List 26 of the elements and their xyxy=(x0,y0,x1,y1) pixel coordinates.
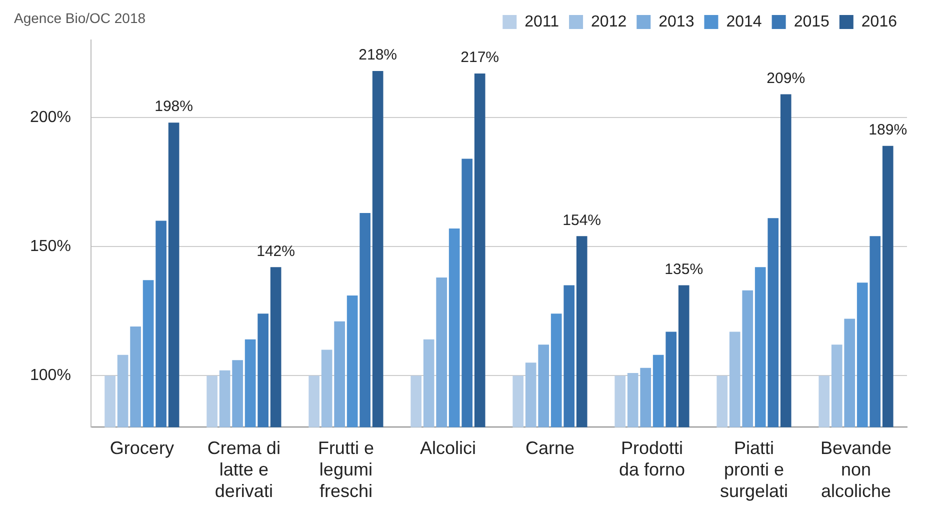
x-tick-label: Bevande non alcoliche xyxy=(820,438,892,502)
data-label: 217% xyxy=(460,49,500,66)
y-tick-label: 100% xyxy=(30,366,71,384)
data-label: 209% xyxy=(766,70,806,87)
legend-label: 2011 xyxy=(524,13,560,30)
y-tick-label: 150% xyxy=(30,238,71,255)
data-label: 154% xyxy=(562,212,602,229)
data-label: 189% xyxy=(868,121,908,138)
x-tick-label: Frutti e legumi freschi xyxy=(318,438,374,502)
x-tick-label: Prodotti da forno xyxy=(618,438,686,480)
legend-label: 2015 xyxy=(794,13,830,30)
data-label: 218% xyxy=(358,46,398,64)
x-tick-label: Crema di latte e derivati xyxy=(207,438,280,502)
legend-label: 2016 xyxy=(861,13,898,30)
y-tick-label: 200% xyxy=(30,108,71,126)
legend-label: 2014 xyxy=(726,13,762,30)
legend-label: 2012 xyxy=(591,13,627,30)
data-label: 142% xyxy=(256,242,295,260)
data-label: 135% xyxy=(664,260,704,278)
x-tick-label: Carne xyxy=(525,438,574,458)
x-tick-label: Alcolici xyxy=(420,438,476,458)
x-tick-label: Piatti pronti e surgelati xyxy=(720,438,788,502)
legend-label: 2013 xyxy=(658,13,694,30)
x-tick-label: Grocery xyxy=(110,438,174,458)
text: Agence Bio/OC 2018 xyxy=(14,10,146,26)
data-label: 198% xyxy=(154,98,193,116)
